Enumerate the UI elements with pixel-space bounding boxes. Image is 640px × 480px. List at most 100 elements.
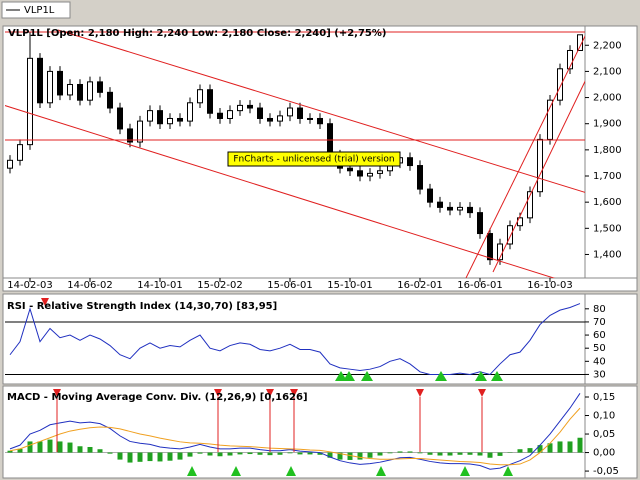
x-tick-label: 14-06-02 xyxy=(67,280,112,291)
candle-body xyxy=(197,89,203,104)
x-tick-label: 16-02-01 xyxy=(397,280,442,291)
histogram-bar xyxy=(247,452,253,455)
legend-label: VLP1L xyxy=(24,5,55,16)
signal-markers xyxy=(41,298,513,476)
candle-body xyxy=(427,188,433,203)
histogram-bar xyxy=(77,446,83,453)
macd-title: MACD - Moving Average Conv. Div. (12,26,… xyxy=(7,392,308,403)
histogram-bar xyxy=(497,452,503,456)
buy-marker xyxy=(187,466,197,476)
candle-body xyxy=(527,191,533,219)
candle-body xyxy=(107,91,113,109)
y-tick-label: 1,700 xyxy=(593,171,622,182)
candle-body xyxy=(87,81,93,101)
candle-body xyxy=(537,138,543,193)
buy-marker xyxy=(503,466,513,476)
macd-line xyxy=(9,393,581,470)
price-title: VLP1L [Open: 2,180 High: 2,240 Low: 2,18… xyxy=(8,28,386,39)
candle-body xyxy=(217,112,223,119)
y-tick-label: 1,900 xyxy=(593,119,622,130)
histogram-bar xyxy=(367,452,373,458)
trend-line xyxy=(465,35,585,278)
buy-marker xyxy=(286,466,296,476)
legend-tab[interactable] xyxy=(1,1,71,19)
rsi-line xyxy=(9,303,581,375)
y-tick-label: 2,100 xyxy=(593,66,622,77)
buy-marker xyxy=(335,371,347,381)
histogram-bar xyxy=(307,452,313,455)
y-tick-label: 1,400 xyxy=(593,249,622,260)
y-tick-label: 50 xyxy=(593,343,606,354)
candle-body xyxy=(27,57,33,146)
candle-body xyxy=(137,120,143,143)
y-tick-label: 0,05 xyxy=(593,429,615,440)
candle-body xyxy=(467,206,473,214)
histogram-bar xyxy=(517,449,523,453)
histogram-bar xyxy=(427,452,433,455)
candle-body xyxy=(567,49,573,70)
y-tick-label: 1,600 xyxy=(593,197,622,208)
histogram-bar xyxy=(537,445,543,453)
histogram-bar xyxy=(577,437,583,453)
sell-marker xyxy=(416,389,424,397)
histogram-bar xyxy=(147,452,153,462)
candle-body xyxy=(447,206,453,211)
buy-marker xyxy=(460,466,470,476)
candle-body xyxy=(247,104,253,109)
candle-body xyxy=(7,159,13,169)
histogram-bar xyxy=(7,450,13,453)
candle-body xyxy=(77,83,83,101)
y-tick-label: 2,000 xyxy=(593,93,622,104)
histogram-bar xyxy=(567,441,573,453)
histogram-bar xyxy=(437,452,443,456)
y-tick-label: 0,15 xyxy=(593,392,615,403)
histogram-bar xyxy=(557,441,563,453)
y-tick-label: 60 xyxy=(593,330,606,341)
histogram-bar xyxy=(447,452,453,456)
candle-body xyxy=(157,110,163,125)
x-tick-label: 15-10-01 xyxy=(327,280,372,291)
rsi-plot: 30 40 50 60 70 80 xyxy=(5,303,606,380)
candle-body xyxy=(307,117,313,120)
candle-body xyxy=(327,123,333,156)
histogram-bar xyxy=(57,441,63,453)
candle-body xyxy=(167,117,173,125)
candle-body xyxy=(147,110,153,122)
y-tick-label: 70 xyxy=(593,317,606,328)
sell-marker xyxy=(41,298,49,306)
histogram-bar xyxy=(267,452,273,456)
histogram-bar xyxy=(317,452,323,455)
histogram-bar xyxy=(157,452,163,462)
histogram-bar xyxy=(47,439,53,453)
candle-body xyxy=(317,117,323,125)
candle-body xyxy=(577,34,583,51)
candle-body xyxy=(457,206,463,211)
histogram-bar xyxy=(207,452,213,456)
histogram-bar xyxy=(187,452,193,457)
histogram-bar xyxy=(97,449,103,453)
trend-line xyxy=(5,105,556,278)
histogram-bar xyxy=(297,452,303,455)
x-tick-label: 15-06-01 xyxy=(267,280,312,291)
candle-body xyxy=(37,57,43,104)
candle-body xyxy=(557,68,563,101)
candle-body xyxy=(257,107,263,119)
candle-body xyxy=(17,144,23,161)
y-tick-label: 30 xyxy=(593,369,606,380)
x-tick-label: 16-10-03 xyxy=(527,280,572,291)
candle-body xyxy=(547,99,553,140)
histogram-bar xyxy=(327,452,333,458)
histogram-bar xyxy=(377,452,383,456)
histogram-bar xyxy=(457,452,463,455)
histogram-bar xyxy=(397,451,403,453)
candle-body xyxy=(297,107,303,119)
histogram-bar xyxy=(167,452,173,461)
histogram-bar xyxy=(67,442,73,453)
candle-body xyxy=(237,104,243,112)
candle-body xyxy=(187,102,193,122)
candle-body xyxy=(97,81,103,93)
candle-body xyxy=(417,165,423,190)
candle-body xyxy=(117,107,123,130)
histogram-bar xyxy=(357,452,363,460)
